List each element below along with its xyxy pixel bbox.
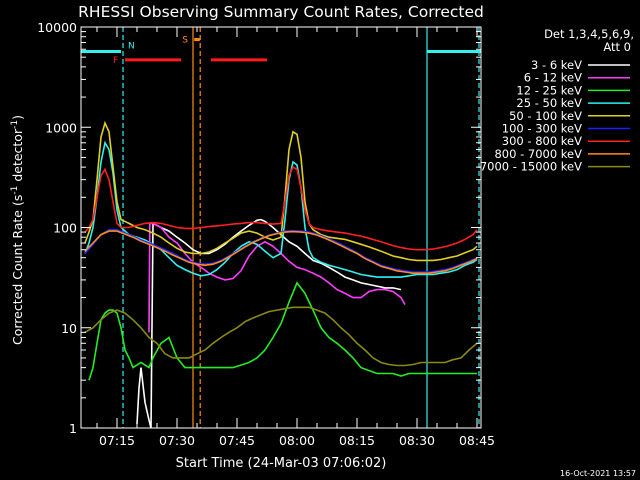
legend-header-attenuator: Att 0 xyxy=(603,40,631,54)
x-tick-label: 08:00 xyxy=(279,433,315,448)
legend-entry-label-1: 6 - 12 keV xyxy=(524,71,582,85)
x-tick-label: 07:15 xyxy=(99,433,135,448)
footer-timestamp: 16-Oct-2021 13:57 xyxy=(560,469,636,478)
y-tick-label: 10 xyxy=(61,321,77,336)
x-tick-label: 07:30 xyxy=(159,433,195,448)
x-tick-label: 08:30 xyxy=(399,433,435,448)
series-line-3 xyxy=(84,140,478,278)
x-tick-label: 08:15 xyxy=(339,433,375,448)
legend-entry-label-7: 800 - 7000 keV xyxy=(494,147,582,161)
series-line-1 xyxy=(148,222,406,333)
series-line-0 xyxy=(136,218,402,429)
series-line-8 xyxy=(84,306,478,367)
y-tick-label: 100 xyxy=(53,221,77,236)
x-axis-label: Start Time (24-Mar-03 07:06:02) xyxy=(176,456,387,471)
legend-entry-label-6: 300 - 800 keV xyxy=(502,134,582,148)
axes: 1 10 100 1000 10000 07:15 07:30 07:45 08:00 08:15… xyxy=(37,20,495,448)
y-tick-label: 1 xyxy=(69,421,77,436)
y-tick-label: 1000 xyxy=(45,120,77,135)
annotation-n: N xyxy=(128,41,135,51)
chart-title: RHESSI Observing Summary Count Rates, Co… xyxy=(78,3,484,21)
series-line-2 xyxy=(88,281,477,381)
legend-header-detectors: Det 1,3,4,5,6,9, xyxy=(544,27,634,41)
legend-entry-label-3: 25 - 50 keV xyxy=(516,96,582,110)
series-line-6 xyxy=(84,165,478,251)
chart-marks: NF S xyxy=(81,36,481,429)
annotation-f: F xyxy=(113,56,118,66)
x-tick-label: 07:45 xyxy=(219,433,255,448)
annotation-s: S xyxy=(182,36,188,46)
x-tick-label: 08:45 xyxy=(459,433,495,448)
y-tick-label: 10000 xyxy=(37,20,77,35)
legend-entry-label-8: 7000 - 15000 keV xyxy=(480,160,582,174)
legend-entry-label-2: 12 - 25 keV xyxy=(516,83,582,97)
legend-entry-label-0: 3 - 6 keV xyxy=(531,58,582,72)
series-line-7 xyxy=(84,230,478,275)
legend-entry-label-5: 100 - 300 keV xyxy=(502,122,582,136)
series-line-4 xyxy=(84,120,478,262)
legend-entry-label-4: 50 - 100 keV xyxy=(509,109,582,123)
y-axis-label: Corrected Count Rate (s-1 detector-1) xyxy=(10,115,25,345)
